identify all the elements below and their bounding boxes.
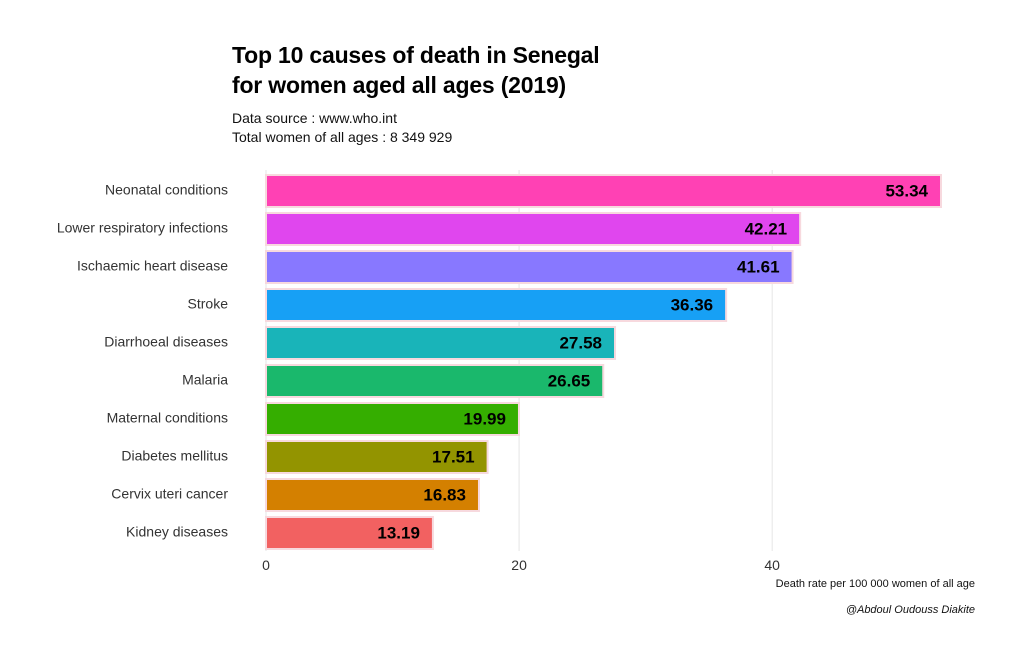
bar-9 — [265, 478, 480, 512]
total-women-text: Total women of all ages : 8 349 929 — [232, 129, 453, 145]
value-label-7: 19.99 — [463, 409, 506, 428]
value-label-2: 42.21 — [745, 219, 788, 238]
value-label-5: 27.58 — [559, 333, 602, 352]
category-label-2: Lower respiratory infections — [57, 220, 228, 236]
bar-4 — [265, 288, 728, 322]
bar-1 — [265, 174, 942, 208]
value-label-1: 53.34 — [885, 181, 928, 200]
value-label-3: 41.61 — [737, 257, 780, 276]
x-axis-label: Death rate per 100 000 women of all age — [775, 578, 975, 590]
value-label-8: 17.51 — [432, 447, 475, 466]
x-tick-label-0: 0 — [262, 557, 270, 573]
x-tick-label-20: 20 — [511, 557, 527, 573]
bar-6 — [265, 364, 605, 398]
chart-title-line-2: for women aged all ages (2019) — [232, 72, 567, 98]
category-label-1: Neonatal conditions — [105, 182, 228, 198]
bar-7 — [265, 402, 520, 436]
value-label-4: 36.36 — [671, 295, 714, 314]
category-label-7: Maternal conditions — [107, 410, 228, 426]
x-tick-label-40: 40 — [764, 557, 780, 573]
value-label-10: 13.19 — [377, 523, 420, 542]
category-label-10: Kidney diseases — [126, 524, 228, 540]
author-credit: @Abdoul Oudouss Diakite — [845, 604, 975, 616]
category-labels: Neonatal conditions Lower respiratory inf… — [57, 182, 229, 540]
x-axis-ticks: 0 20 40 — [262, 557, 780, 573]
category-label-4: Stroke — [188, 296, 229, 312]
bar-10 — [265, 516, 434, 550]
bar-2 — [265, 212, 802, 246]
category-label-3: Ischaemic heart disease — [77, 258, 228, 274]
bar-3 — [265, 250, 794, 284]
bar-5 — [265, 326, 617, 360]
bars — [265, 174, 942, 550]
chart-title-line-1: Top 10 causes of death in Senegal — [232, 42, 600, 68]
bar-8 — [265, 440, 489, 474]
value-label-9: 16.83 — [423, 485, 466, 504]
value-label-6: 26.65 — [548, 371, 591, 390]
category-label-9: Cervix uteri cancer — [111, 486, 228, 502]
chart-title: Top 10 causes of death in Senegal for wo… — [232, 40, 600, 100]
data-source-text: Data source : www.who.int — [232, 110, 397, 126]
category-label-5: Diarrhoeal diseases — [104, 334, 228, 350]
category-label-8: Diabetes mellitus — [121, 448, 228, 464]
chart-subtitle: Data source : www.who.int Total women of… — [232, 109, 452, 147]
category-label-6: Malaria — [182, 372, 228, 388]
value-labels: 53.34 42.21 41.61 36.36 27.58 26.65 19.99 17.51… — [377, 181, 928, 542]
